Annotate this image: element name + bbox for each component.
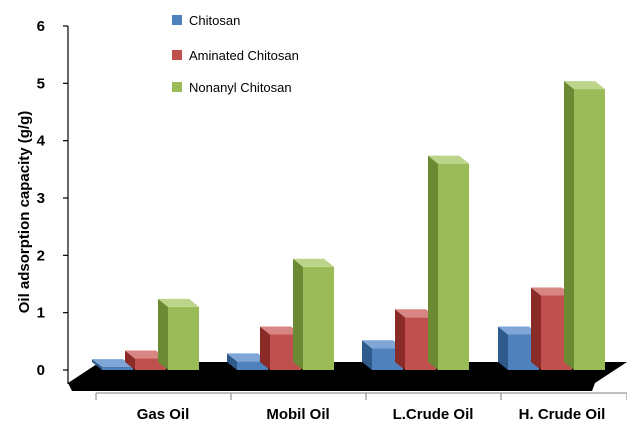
bar-top (531, 287, 572, 296)
bar-top (362, 340, 403, 349)
bar-side (158, 298, 168, 370)
bar (227, 353, 268, 370)
bar-front (574, 89, 605, 371)
bar-side (498, 326, 508, 370)
bar (293, 258, 334, 370)
bar-front (135, 358, 166, 370)
y-tick-label: 3 (37, 190, 45, 207)
bar (428, 155, 469, 370)
bar-front (303, 266, 334, 370)
legend-label: Nonanyl Chitosan (189, 80, 292, 95)
bar-front (438, 163, 469, 370)
axes (63, 25, 627, 400)
bar (92, 359, 133, 370)
floor-top (68, 362, 627, 383)
bar-top (564, 81, 605, 90)
bar-side (362, 340, 372, 370)
bar (362, 340, 403, 370)
legend-swatch (172, 50, 182, 60)
y-tick-label: 2 (37, 247, 45, 264)
y-tick-label: 0 (37, 362, 45, 379)
legend-label: Chitosan (189, 13, 240, 28)
bar-top (158, 298, 199, 307)
legend-swatch (172, 15, 182, 25)
bar-side (564, 81, 574, 371)
y-tick-label: 4 (37, 133, 46, 150)
chart-floor (68, 362, 627, 391)
legend-swatch (172, 82, 182, 92)
tick-labels: 0 1 2 3 4 5 6 Gas Oil Mobil Oil L.Crude Oil H. Cru… (37, 18, 606, 421)
bar (564, 81, 605, 371)
legend-label: Aminated Chitosan (189, 48, 299, 63)
x-tick-label: H. Crude Oil (519, 406, 606, 421)
floor-front (68, 383, 595, 391)
bar-side (260, 326, 270, 370)
bar-front (102, 367, 133, 370)
bar-top (92, 359, 133, 368)
x-tick-label: Mobil Oil (266, 406, 329, 421)
y-axis-label: Oil adsorption capacity (g/g) (16, 111, 33, 314)
bar-top (293, 258, 334, 267)
y-tick-label: 5 (37, 75, 45, 92)
bar-front (168, 306, 199, 370)
bar-top (395, 309, 436, 318)
bar-side (125, 350, 135, 370)
bar-top (498, 326, 539, 335)
bar (158, 298, 199, 370)
bar-top (260, 326, 301, 335)
bar (125, 350, 166, 370)
bar-side (92, 359, 102, 370)
bar-top (125, 350, 166, 359)
legend: Chitosan Aminated Chitosan Nonanyl Chitosa… (172, 13, 299, 95)
bar-side (531, 287, 541, 370)
bar-top (428, 155, 469, 164)
y-tick-label: 1 (37, 305, 45, 322)
bar-top (227, 353, 268, 362)
y-tick-label: 6 (37, 18, 45, 35)
bar-side (293, 258, 303, 370)
bar-side (428, 155, 438, 370)
bar-side (227, 353, 237, 370)
x-tick-label: Gas Oil (137, 406, 190, 421)
bars (92, 81, 605, 371)
bar-side (395, 309, 405, 370)
bar-front (237, 361, 268, 370)
x-tick-label: L.Crude Oil (393, 406, 474, 421)
